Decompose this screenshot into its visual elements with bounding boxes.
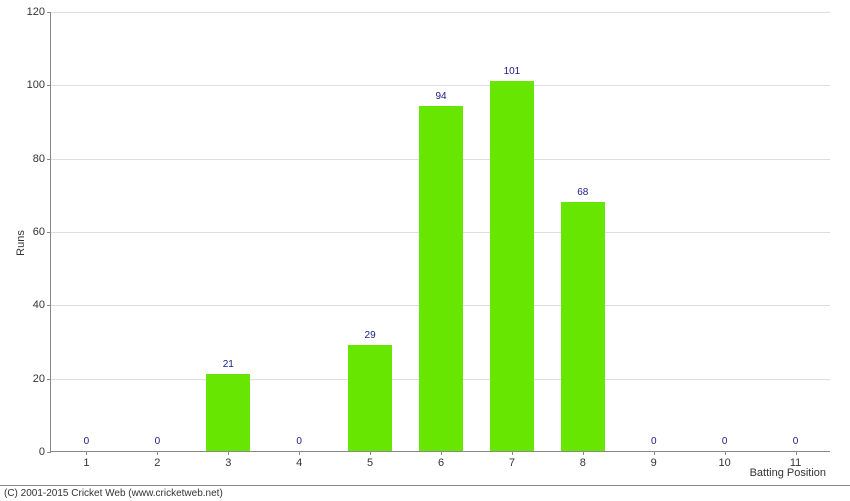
x-tick-label: 7 xyxy=(509,457,515,469)
x-axis-title: Batting Position xyxy=(750,467,826,479)
y-tick-label: 80 xyxy=(19,153,45,165)
y-tick-mark xyxy=(47,305,51,306)
bar-value-label: 0 xyxy=(651,436,657,447)
y-tick-label: 20 xyxy=(19,373,45,385)
x-tick-label: 9 xyxy=(651,457,657,469)
x-tick-mark xyxy=(441,451,442,455)
y-tick-mark xyxy=(47,232,51,233)
x-tick-mark xyxy=(299,451,300,455)
x-tick-label: 8 xyxy=(580,457,586,469)
x-tick-label: 6 xyxy=(438,457,444,469)
y-tick-mark xyxy=(47,452,51,453)
bar-value-label: 68 xyxy=(577,187,588,198)
bar xyxy=(490,81,534,451)
bar xyxy=(206,374,250,451)
bar-value-label: 0 xyxy=(722,436,728,447)
y-tick-label: 0 xyxy=(19,446,45,458)
bar xyxy=(348,345,392,451)
y-tick-mark xyxy=(47,379,51,380)
x-tick-mark xyxy=(512,451,513,455)
x-tick-mark xyxy=(157,451,158,455)
y-tick-mark xyxy=(47,159,51,160)
y-tick-label: 60 xyxy=(19,226,45,238)
x-tick-label: 2 xyxy=(154,457,160,469)
x-tick-label: 10 xyxy=(719,457,731,469)
x-tick-mark xyxy=(654,451,655,455)
bar-value-label: 21 xyxy=(223,359,234,370)
x-tick-mark xyxy=(370,451,371,455)
x-tick-label: 5 xyxy=(367,457,373,469)
chart-container: Runs 02040608010012010203214052969471018… xyxy=(0,0,850,485)
bar-value-label: 0 xyxy=(296,436,302,447)
x-tick-label: 3 xyxy=(225,457,231,469)
y-tick-mark xyxy=(47,85,51,86)
x-tick-mark xyxy=(583,451,584,455)
x-tick-label: 4 xyxy=(296,457,302,469)
bar xyxy=(419,106,463,451)
x-tick-label: 1 xyxy=(83,457,89,469)
copyright-text: (C) 2001-2015 Cricket Web (www.cricketwe… xyxy=(0,485,850,500)
bar-value-label: 0 xyxy=(84,436,90,447)
grid-line xyxy=(51,12,830,13)
bar-value-label: 101 xyxy=(504,66,521,77)
y-tick-label: 40 xyxy=(19,299,45,311)
bar-value-label: 0 xyxy=(155,436,161,447)
x-tick-mark xyxy=(796,451,797,455)
y-tick-label: 120 xyxy=(19,6,45,18)
x-tick-mark xyxy=(86,451,87,455)
plot-area: 0204060801001201020321405296947101868901… xyxy=(50,12,830,452)
bar-value-label: 29 xyxy=(365,330,376,341)
x-tick-mark xyxy=(228,451,229,455)
y-tick-label: 100 xyxy=(19,79,45,91)
y-tick-mark xyxy=(47,12,51,13)
grid-line xyxy=(51,85,830,86)
bar-value-label: 94 xyxy=(435,91,446,102)
bar-value-label: 0 xyxy=(793,436,799,447)
bar xyxy=(561,202,605,451)
x-tick-mark xyxy=(725,451,726,455)
